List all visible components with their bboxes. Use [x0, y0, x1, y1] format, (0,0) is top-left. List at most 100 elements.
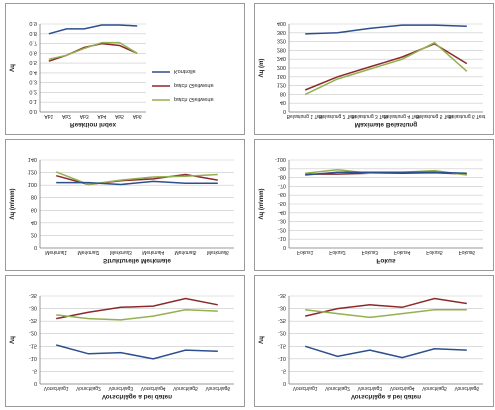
chart-title: Reaktion Index [70, 121, 117, 128]
x-tick-label: Vorschlag2 [325, 385, 350, 391]
chart-panel-2: Vorschläge a bei daten 0 -5 -10 -15 -20 -25 -30… [5, 275, 245, 407]
y-tick-label: -60 [278, 191, 286, 197]
x-tick-label: Fokus3 [362, 249, 379, 255]
series-line-blue [56, 344, 218, 360]
y-axis-label: (m) μΛ [259, 59, 265, 78]
y-tick-label: -70 [278, 182, 286, 188]
y-tick-label: 20 [31, 231, 37, 237]
x-tick-label: Vorschlag6 [205, 385, 230, 391]
chart-title: Maximale Belastung [355, 121, 418, 128]
chart-panel-4: Strukturelle Merkmale 0 20 40 60 80 100 120 140 M… [5, 139, 245, 271]
y-tick-label: 0 [283, 244, 286, 250]
x-tick-label: Merkmal5 [175, 249, 197, 255]
y-tick-label: 0.4 [29, 69, 37, 75]
y-tick-label: -40 [278, 209, 286, 215]
series-line-blue [305, 171, 467, 176]
y-tick-label: 280 [277, 46, 286, 52]
x-tick-label: Vorschlag3 [357, 385, 382, 391]
y-tick-label: 0.5 [29, 59, 37, 65]
y-tick-label: -5 [32, 367, 37, 373]
x-tick-label: Vorschlag1 [44, 385, 69, 391]
y-tick-label: -100 [275, 156, 286, 162]
y-tick-label: 360 [277, 29, 286, 35]
y-tick-label: 0.1 [29, 98, 37, 104]
x-tick-label: Belastung 4 Test [384, 113, 421, 119]
x-tick-label: Ab6 [133, 113, 142, 119]
y-tick-label: -30 [278, 218, 286, 224]
y-tick-label: -20 [278, 226, 286, 232]
chart-5: Maximale Belastung 0 40 80 120 160 200 240 280 32… [259, 20, 486, 128]
x-tick-label: Merkmal2 [78, 249, 100, 255]
x-tick-label: Vorschlag4 [141, 385, 166, 391]
y-tick-label: 0.3 [29, 79, 37, 85]
y-tick-label: 0 [34, 244, 37, 250]
y-tick-label: 0.7 [29, 40, 37, 46]
chart-6: Reaktion Index 0.0 0.1 0.2 0.3 0.4 0.5 0.6 0.7 0.… [10, 20, 214, 128]
y-tick-label: 60 [31, 206, 37, 212]
chart-panel-6: Reaktion Index 0.0 0.1 0.2 0.3 0.4 0.5 0.6 0.7 0.… [5, 3, 245, 135]
y-tick-label: 100 [28, 181, 37, 187]
x-tick-label: Merkmal4 [142, 249, 164, 255]
y-tick-label: -30 [29, 305, 37, 311]
chart-panel-1: Vorschläge a bei daten 0 -5 -10 -15 -20 -25 -30… [254, 275, 494, 407]
y-tick-label: 40 [280, 99, 286, 105]
y-tick-label: -30 [278, 305, 286, 311]
x-tick-label: Vorschlag3 [108, 385, 133, 391]
x-tick-label: Merkmal1 [45, 249, 67, 255]
x-tick-label: Vorschlag4 [390, 385, 415, 391]
y-tick-label: 320 [277, 38, 286, 44]
legend-entry: patch Gleitwerte [174, 82, 214, 88]
x-tick-label: Merkmal3 [110, 249, 132, 255]
x-tick-label: Vorschlag2 [76, 385, 101, 391]
x-tick-label: Belastung 5 Test [416, 113, 453, 119]
y-tick-label: 80 [280, 90, 286, 96]
chart-4: Strukturelle Merkmale 0 20 40 60 80 100 120 140 M… [10, 156, 234, 264]
y-tick-label: -20 [278, 330, 286, 336]
y-tick-label: 120 [277, 82, 286, 88]
y-tick-label: 0.2 [29, 88, 37, 94]
series-line-green [304, 41, 468, 96]
chart-title: Fokus [376, 257, 396, 264]
chart-title: Strukturelle Merkmale [103, 257, 171, 264]
y-tick-label: 80 [31, 194, 37, 200]
x-tick-label: Fokus2 [329, 249, 346, 255]
y-tick-label: 160 [277, 73, 286, 79]
x-tick-label: Vorschlag5 [173, 385, 198, 391]
y-tick-label: 40 [31, 219, 37, 225]
series-line-red [305, 297, 467, 317]
y-tick-label: 400 [277, 20, 286, 26]
x-tick-label: Merkmal6 [207, 249, 229, 255]
x-tick-label: Ab1 [44, 113, 53, 119]
y-tick-label: -10 [278, 355, 286, 361]
y-tick-label: 200 [277, 64, 286, 70]
legend-entry: Kontrolle [174, 68, 196, 74]
y-axis-label: μΛ [259, 336, 265, 344]
y-axis-label: (mm/m) μΛ [10, 188, 16, 219]
chart-1: Vorschläge a bei daten 0 -5 -10 -15 -20 -25 -30… [259, 292, 483, 400]
y-tick-label: -20 [29, 330, 37, 336]
y-tick-label: -15 [29, 342, 37, 348]
y-tick-label: -50 [278, 200, 286, 206]
x-tick-label: Ab4 [97, 113, 106, 119]
y-tick-label: -90 [278, 165, 286, 171]
y-tick-label: 0 [283, 380, 286, 386]
series-line-blue [304, 345, 467, 359]
y-tick-label: -15 [278, 342, 286, 348]
legend-entry: patch Gleitwerte [174, 96, 214, 102]
y-tick-label: 0 [283, 108, 286, 114]
x-tick-label: Fokus5 [426, 249, 443, 255]
y-tick-label: 0.9 [29, 20, 37, 26]
series-line-green [48, 41, 138, 60]
series-line-green [56, 309, 218, 321]
x-tick-label: Belastung 1 Test [287, 113, 324, 119]
x-tick-label: Ab5 [115, 113, 124, 119]
y-tick-label: 0.8 [29, 30, 37, 36]
y-tick-label: 120 [28, 169, 37, 175]
x-tick-label: Fokus1 [297, 249, 314, 255]
y-tick-label: 0.6 [29, 49, 37, 55]
y-tick-label: -5 [281, 367, 286, 373]
y-tick-label: -10 [278, 235, 286, 241]
y-tick-label: -35 [29, 292, 37, 298]
